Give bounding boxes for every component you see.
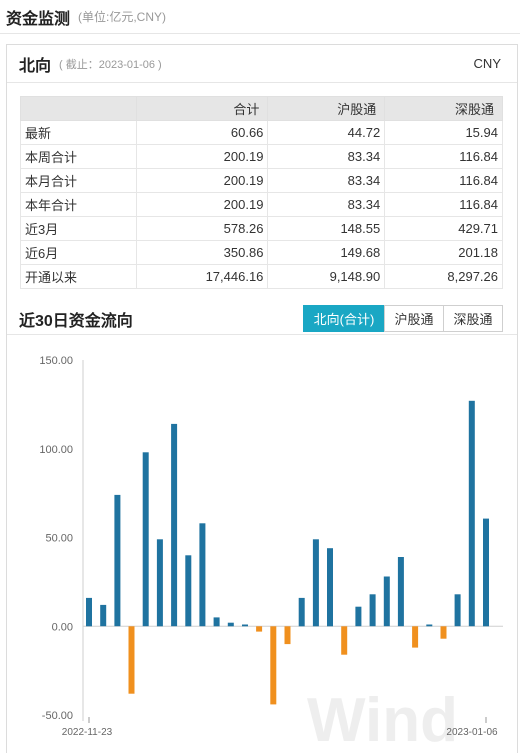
flow-bar (312, 539, 319, 627)
tab-shenzhen-connect[interactable]: 深股通 (443, 305, 503, 332)
flow-bar (454, 594, 461, 627)
table-cell: 83.34 (267, 168, 386, 193)
northbound-header: 北向 ( 截止：2023-01-06 ) CNY (7, 45, 517, 83)
table-cell: 578.26 (135, 216, 269, 241)
y-tick-label: 100.00 (39, 444, 73, 456)
table-cell: 116.84 (384, 168, 503, 193)
flow-header: 近30日资金流向 北向(合计) 沪股通 深股通 (7, 303, 517, 335)
flow-bar (483, 518, 489, 627)
table-cell: 148.55 (267, 216, 386, 241)
table-header-cell: 合计 (135, 96, 269, 121)
y-tick-label: 50.00 (45, 533, 73, 545)
table-cell: 60.66 (135, 120, 269, 145)
flow-bar (242, 624, 248, 627)
page-title: 资金监测 (6, 10, 71, 28)
row-label: 本月合计 (20, 168, 137, 193)
table-cell: 83.34 (267, 192, 386, 217)
row-label: 开通以来 (20, 264, 137, 289)
table-row: 近3月 578.26 148.55 429.71 (20, 216, 503, 241)
table-cell: 200.19 (135, 168, 269, 193)
flow-bar (327, 548, 333, 627)
fund-flow-table: 合计 沪股通 深股通 最新 60.66 44.72 15.94 本周合计 200.19 83… (20, 96, 503, 289)
table-row: 开通以来 17,446.16 9,148.90 8,297.26 (20, 264, 503, 289)
y-tick-label: 0.00 (52, 621, 73, 633)
northbound-panel: 北向 ( 截止：2023-01-06 ) CNY 合计 沪股通 深股通 最新 60… (6, 44, 518, 754)
flow-bar (86, 597, 92, 627)
table-cell: 15.94 (384, 120, 503, 145)
table-cell: 200.19 (135, 144, 269, 169)
table-cell: 83.34 (267, 144, 386, 169)
table-row: 本周合计 200.19 83.34 116.84 (20, 144, 503, 169)
row-label: 本年合计 (20, 192, 137, 217)
table-cell: 350.86 (135, 240, 269, 265)
table-cell: 44.72 (267, 120, 386, 145)
flow-bar (341, 626, 348, 655)
table-cell: 200.19 (135, 192, 269, 217)
flow-bar (355, 606, 362, 627)
cutoff-date: ( 截止：2023-01-06 ) (59, 58, 162, 71)
table-row: 本月合计 200.19 83.34 116.84 (20, 168, 503, 193)
x-tick-label: 2023-01-06 (446, 727, 498, 738)
table-header-cell: 沪股通 (267, 96, 386, 121)
flow-bar (156, 539, 163, 627)
flow-bar (185, 555, 192, 627)
flow-bar (298, 597, 305, 627)
flow-bar (227, 622, 234, 627)
flow-bar (142, 452, 149, 627)
page-header: 资金监测 (单位:亿元,CNY) (0, 0, 520, 34)
x-tick-label: 2022-11-23 (62, 727, 113, 738)
currency-label: CNY (473, 56, 501, 71)
table-cell: 429.71 (384, 216, 503, 241)
flow-bar (256, 626, 263, 632)
flow-bar (171, 423, 178, 627)
tab-north-total[interactable]: 北向(合计) (303, 305, 385, 332)
flow-bar (369, 594, 376, 627)
table-cell: 201.18 (384, 240, 503, 265)
row-label: 本周合计 (20, 144, 137, 169)
flow-tabs: 北向(合计) 沪股通 深股通 (303, 305, 503, 332)
y-tick-label: -50.00 (42, 710, 73, 722)
table-cell: 116.84 (384, 192, 503, 217)
table-cell: 149.68 (267, 240, 386, 265)
flow-bar (199, 523, 206, 627)
table-cell: 116.84 (384, 144, 503, 169)
table-row: 本年合计 200.19 83.34 116.84 (20, 192, 503, 217)
row-label: 最新 (20, 120, 137, 145)
table-header-cell: 深股通 (384, 96, 503, 121)
table-header-row: 合计 沪股通 深股通 (20, 96, 503, 121)
flow-bar (397, 557, 404, 627)
flow-bar (440, 626, 447, 639)
y-tick-label: 150.00 (39, 355, 73, 367)
flow-bar-chart: Wind 150.00 100.00 50.00 0.00 -50.00 2022-11-2… (39, 355, 503, 754)
table-row: 近6月 350.86 149.68 201.18 (20, 240, 503, 265)
table-cell: 17,446.16 (135, 264, 269, 289)
flow-bar (114, 494, 121, 627)
flow-bar (270, 626, 277, 705)
flow-bar (100, 604, 107, 627)
table-header-cell (20, 96, 137, 121)
flow-bar (213, 617, 220, 627)
flow-title: 近30日资金流向 (19, 312, 133, 330)
tab-shanghai-connect[interactable]: 沪股通 (384, 305, 444, 332)
watermark-text: Wind (307, 686, 458, 754)
flow-bar (412, 626, 419, 648)
page-unit: (单位:亿元,CNY) (78, 10, 167, 24)
row-label: 近6月 (20, 240, 137, 265)
flow-bar (383, 576, 390, 627)
flow-bar (128, 626, 135, 694)
table-cell: 8,297.26 (384, 264, 503, 289)
table-row: 最新 60.66 44.72 15.94 (20, 120, 503, 145)
table-cell: 9,148.90 (267, 264, 386, 289)
northbound-title: 北向 (19, 57, 52, 75)
flow-bar (284, 626, 291, 645)
flow-bar (426, 624, 433, 627)
flow-bar (468, 400, 475, 627)
row-label: 近3月 (20, 216, 137, 241)
